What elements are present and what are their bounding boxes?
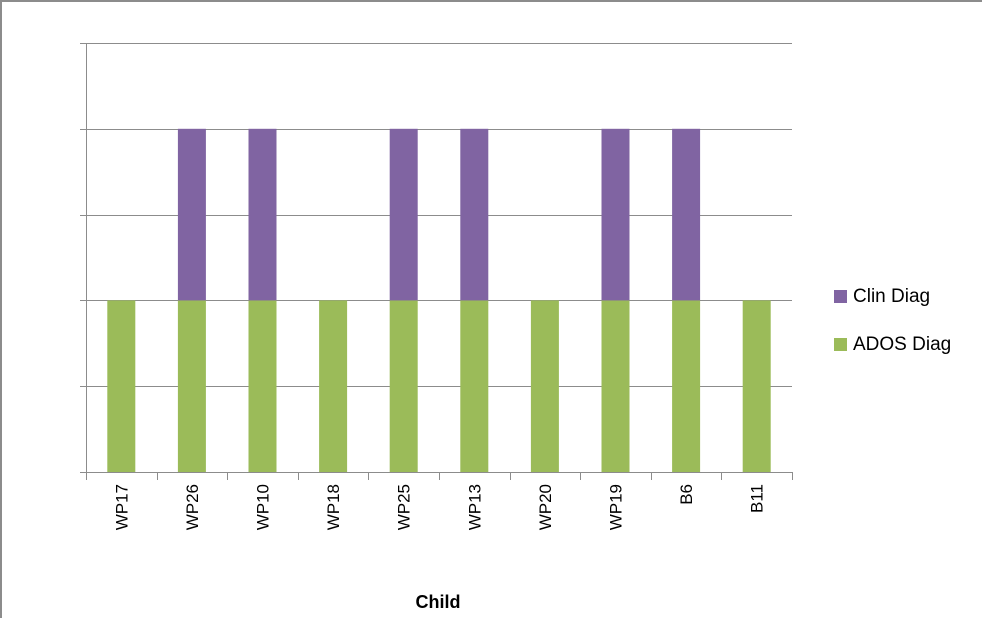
x-tick-label-wp20: WP20 — [536, 484, 555, 530]
x-axis-title: Child — [416, 592, 461, 612]
bar-clin-diag-wp26 — [177, 128, 206, 301]
legend: Clin Diag ADOS Diag — [834, 286, 951, 355]
legend-swatch-ados-diag — [834, 338, 847, 351]
x-tick-label-wp13: WP13 — [465, 484, 484, 530]
x-tick-labels: WP17 WP26 WP10 WP18 WP25 WP13 WP20 WP19 B6 B11 — [112, 484, 766, 530]
x-tick-label-wp25: WP25 — [395, 484, 414, 530]
bar-ados-diag-b11 — [742, 300, 771, 472]
axes — [80, 43, 793, 480]
legend-label-clin-diag: Clin Diag — [853, 286, 930, 307]
bar-ados-diag-b6 — [672, 300, 701, 472]
bars — [107, 128, 771, 472]
bar-ados-diag-wp18 — [319, 300, 348, 472]
legend-swatch-clin-diag — [834, 290, 847, 303]
bar-ados-diag-wp17 — [107, 300, 136, 472]
legend-label-ados-diag: ADOS Diag — [853, 334, 951, 355]
bar-ados-diag-wp10 — [248, 300, 277, 472]
bar-clin-diag-wp19 — [601, 128, 630, 301]
bar-ados-diag-wp19 — [601, 300, 630, 472]
bar-clin-diag-b6 — [672, 128, 701, 301]
x-tick-label-wp10: WP10 — [254, 484, 273, 530]
x-tick-label-wp17: WP17 — [112, 484, 131, 530]
x-tick-label-b11: B11 — [748, 484, 767, 513]
x-tick-label-b6: B6 — [677, 484, 696, 505]
bar-ados-diag-wp13 — [460, 300, 489, 472]
x-tick-label-wp26: WP26 — [183, 484, 202, 530]
bar-clin-diag-wp13 — [460, 128, 489, 301]
bar-ados-diag-wp26 — [177, 300, 206, 472]
bar-clin-diag-wp10 — [248, 128, 277, 301]
bar-ados-diag-wp25 — [389, 300, 418, 472]
x-tick-label-wp18: WP18 — [324, 484, 343, 530]
bar-ados-diag-wp20 — [530, 300, 559, 472]
x-tick-label-wp19: WP19 — [607, 484, 626, 530]
bar-clin-diag-wp25 — [389, 128, 418, 301]
